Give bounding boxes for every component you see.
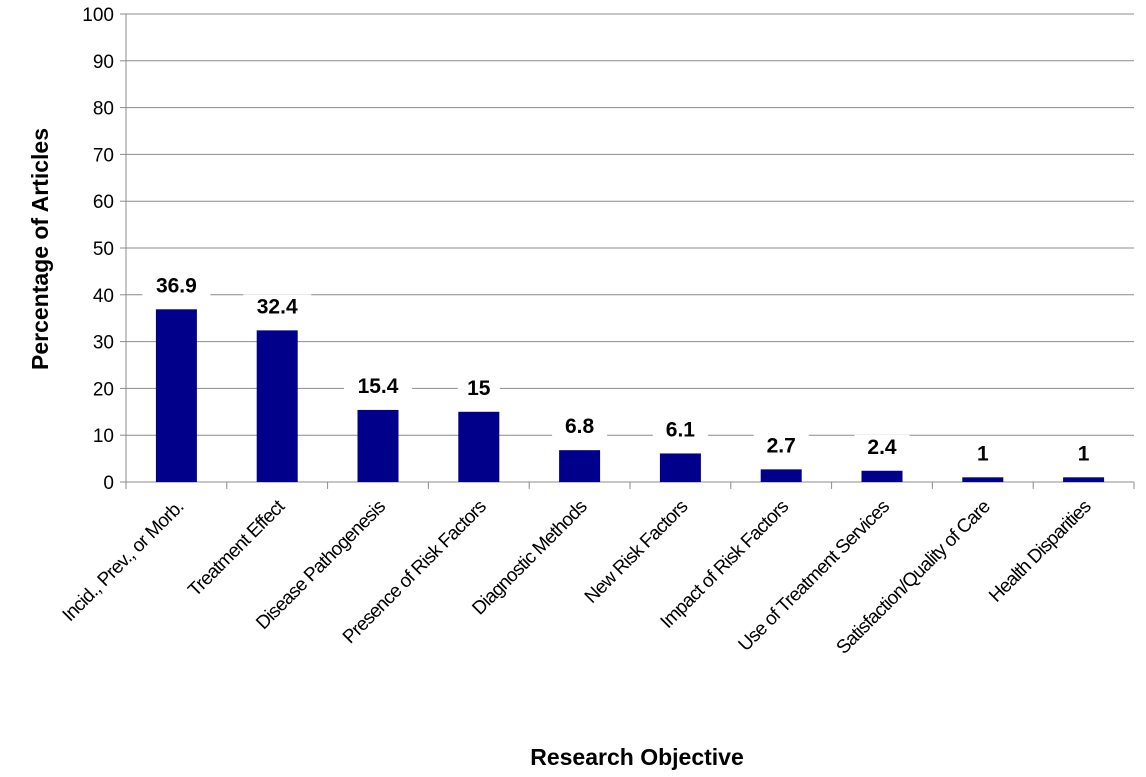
y-tick-label: 60 [93,192,114,213]
data-label-background [457,375,500,402]
bar [559,450,601,482]
data-label-background [1069,441,1099,468]
y-tick-labels: 0 10 20 30 40 50 60 70 80 90 100 [82,5,114,494]
data-label-background [243,294,312,321]
data-label: 15.4 [358,375,399,398]
y-tick-label: 50 [93,239,114,260]
data-label: 2.4 [867,436,897,459]
x-tick-label: Treatment Effect [184,496,289,601]
data-label-background [552,414,608,441]
y-axis-title: Percentage of Articles [27,128,53,370]
data-label: 6.8 [565,415,595,438]
bar [155,309,197,482]
bars [155,309,1105,482]
y-tick-label: 10 [93,426,114,447]
data-labels: 36.9 32.4 15.4 15 6.8 6.1 2.7 2.4 1 1 [142,273,1099,468]
data-label: 1 [977,442,989,465]
y-tick-label: 100 [82,5,114,26]
data-label: 15 [467,377,491,400]
data-label-background [854,434,910,461]
bar [861,470,903,482]
data-label-background [652,417,708,444]
data-label-background [968,441,998,468]
y-tick-label: 40 [93,286,114,307]
bar [357,409,399,482]
data-label: 6.1 [666,418,696,441]
data-label-background [142,273,211,300]
bar [760,469,802,482]
bar [659,453,701,482]
x-tick-label: Health Disparities [985,496,1095,606]
data-label-background [344,373,412,400]
data-label-background [753,433,809,460]
data-label: 1 [1078,442,1090,465]
bar [256,330,298,482]
y-tick-label: 0 [103,473,114,494]
y-tick-label: 30 [93,333,114,354]
x-axis-title: Research Objective [530,744,744,770]
bar [1063,477,1105,482]
data-label: 32.4 [257,295,298,318]
y-tick-label: 80 [93,99,114,120]
data-label: 2.7 [767,434,796,457]
y-tick-label: 90 [93,52,114,73]
x-tick-label: Incid., Prev., or Morb. [59,497,188,626]
bar [962,477,1004,482]
x-tick-label: New Risk Factors [581,496,692,607]
bar [458,411,500,482]
y-tick-label: 20 [93,379,114,400]
x-tick-labels: Incid., Prev., or Morb.Treatment EffectD… [59,496,1096,659]
data-label: 36.9 [156,274,197,297]
y-tick-label: 70 [93,145,114,166]
